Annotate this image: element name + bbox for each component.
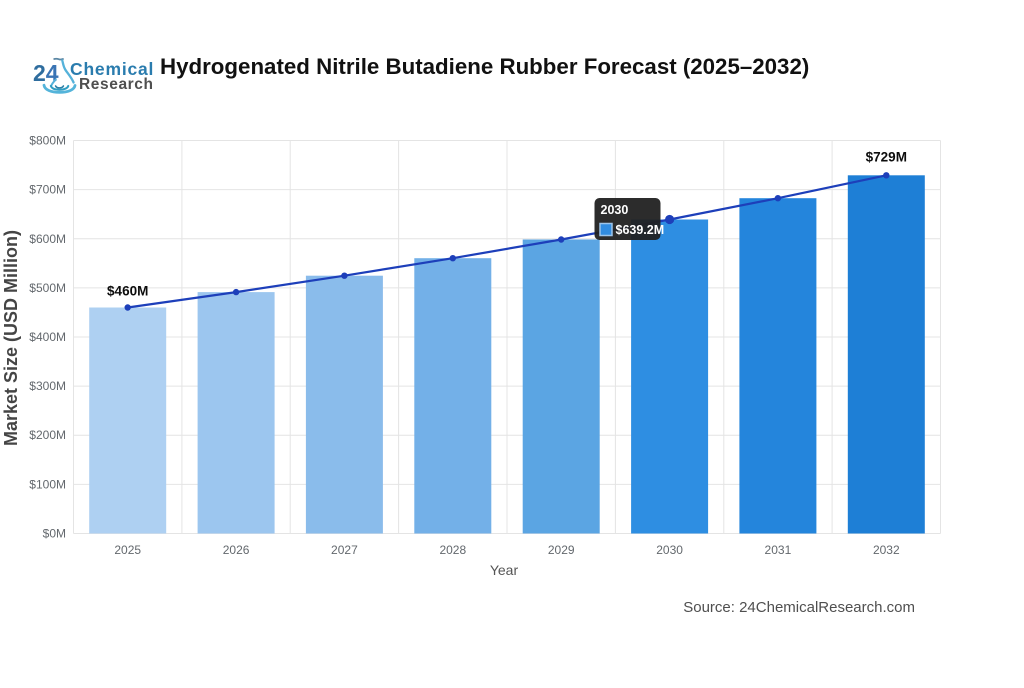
svg-text:$100M: $100M	[29, 477, 66, 491]
svg-text:$800M: $800M	[29, 134, 66, 148]
svg-text:Market Size (USD Million): Market Size (USD Million)	[1, 230, 21, 446]
svg-text:$500M: $500M	[29, 281, 66, 295]
svg-text:2026: 2026	[223, 543, 250, 557]
svg-text:Chemical: Chemical	[70, 59, 154, 79]
svg-text:$729M: $729M	[866, 150, 907, 165]
svg-text:2032: 2032	[873, 543, 900, 557]
svg-text:Source: 24ChemicalResearch.com: Source: 24ChemicalResearch.com	[683, 599, 915, 616]
svg-text:2025: 2025	[114, 543, 141, 557]
svg-text:2028: 2028	[439, 543, 466, 557]
svg-text:2031: 2031	[765, 543, 792, 557]
svg-text:Research: Research	[79, 76, 154, 93]
svg-text:2029: 2029	[548, 543, 575, 557]
svg-text:2030: 2030	[656, 543, 683, 557]
svg-text:$639.2M: $639.2M	[616, 223, 665, 237]
svg-text:2027: 2027	[331, 543, 358, 557]
svg-text:2030: 2030	[601, 203, 629, 217]
svg-text:Hydrogenated Nitrile Butadiene: Hydrogenated Nitrile Butadiene Rubber Fo…	[160, 54, 809, 79]
svg-text:Year: Year	[490, 562, 519, 578]
svg-text:$200M: $200M	[29, 428, 66, 442]
svg-text:$400M: $400M	[29, 330, 66, 344]
svg-text:$700M: $700M	[29, 183, 66, 197]
svg-text:24: 24	[33, 60, 59, 86]
svg-text:$600M: $600M	[29, 232, 66, 246]
svg-text:$300M: $300M	[29, 379, 66, 393]
svg-text:$460M: $460M	[107, 284, 148, 299]
svg-text:$0M: $0M	[43, 527, 66, 541]
